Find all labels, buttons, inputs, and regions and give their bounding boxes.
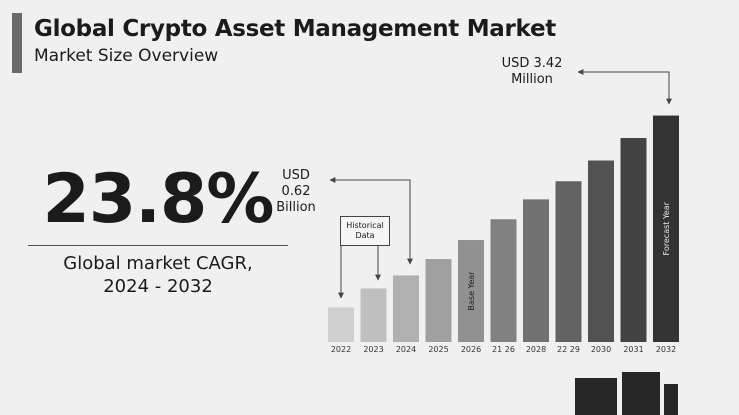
bar-2032 [653,115,679,342]
tick-label-2027: 21 26 [492,345,515,354]
cagr-label-line2: 2024 - 2032 [103,276,213,297]
bar-2022 [328,307,354,342]
tick-label-2023: 2023 [363,345,383,354]
end-value-line-1: USD 3.42 [501,56,563,71]
cagr-divider [28,245,288,246]
tick-label-2029: 22 29 [557,345,580,354]
bar-2024 [393,275,419,342]
start-value-arrow [329,177,413,265]
tick-label-2028: 2028 [526,345,546,354]
tick-label-2032: 2032 [656,345,676,354]
bar-2028 [523,199,549,342]
tick-label-2024: 2024 [396,345,416,354]
bar-2027 [490,219,517,342]
tick-label-2025: 2025 [428,345,448,354]
forecast-year-label: Forecast Year [662,201,671,255]
bar-2026 [458,240,484,342]
start-value-line-2: 0.62 [281,184,311,199]
tick-label-2030: 2030 [591,345,611,354]
base-year-label: Base Year [467,271,476,311]
start-value-line-3: Billion [276,200,316,215]
end-value-arrow [577,69,672,105]
start-value-annotation: USD 0.62 Billion [266,168,326,216]
accent-bar [12,13,22,73]
tick-label-2022: 2022 [331,345,351,354]
city-silhouette-right [664,384,678,415]
page-subtitle: Market Size Overview [34,46,219,66]
bar-2031 [620,138,647,342]
bar-2029 [555,181,582,342]
bar-2030 [588,160,614,342]
tick-label-2031: 2031 [623,345,643,354]
end-value-line-2: Million [511,72,553,87]
bar-2025 [425,259,452,342]
end-value-annotation: USD 3.42 Million [492,56,572,88]
cagr-label: Global market CAGR, 2024 - 2032 [28,252,288,298]
bar-2023 [360,288,387,342]
cagr-value: 23.8% [42,160,275,239]
city-silhouette-left [575,378,617,415]
city-silhouette-mid [622,372,660,415]
start-value-line-1: USD [282,168,310,183]
tick-label-2026: 2026 [461,345,481,354]
cagr-label-line1: Global market CAGR, [63,253,253,274]
page-title: Global Crypto Asset Management Market [34,16,556,42]
